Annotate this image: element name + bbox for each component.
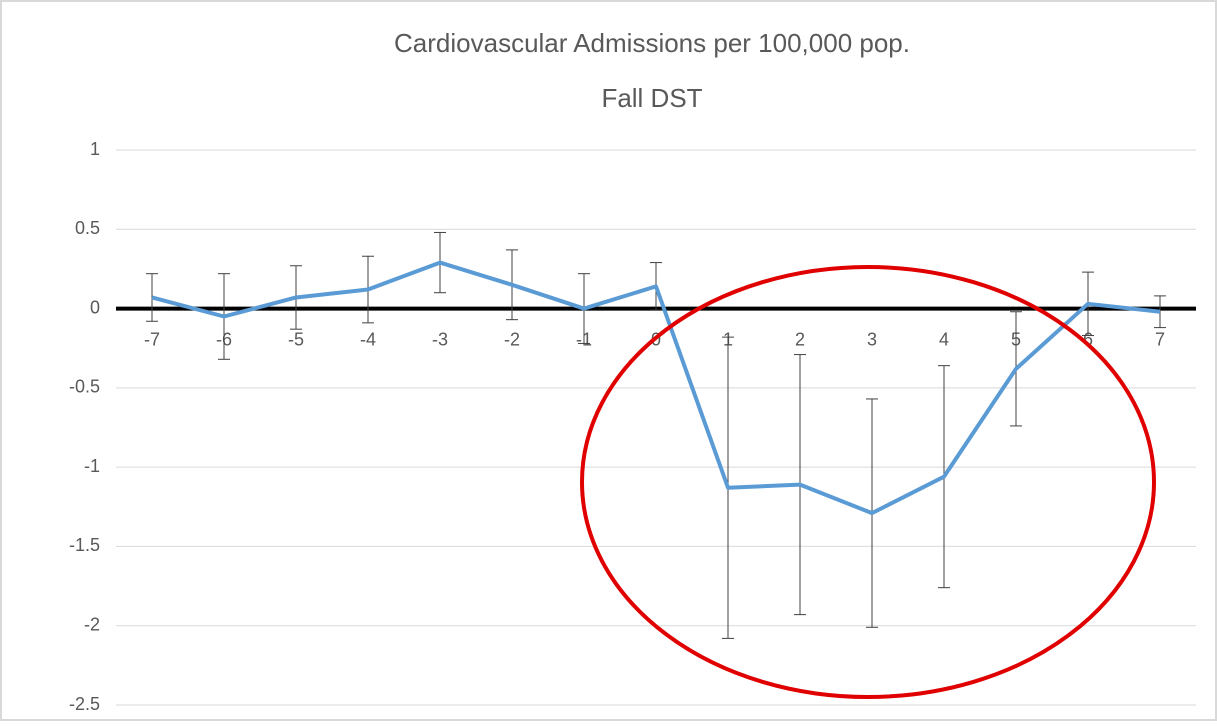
chart-title: Cardiovascular Admissions per 100,000 po… [394,28,910,58]
y-tick-label: -2 [84,614,100,634]
x-tick-label: 4 [939,329,949,349]
y-tick-label: -0.5 [69,377,100,397]
x-tick-label: 6 [1083,329,1093,349]
x-tick-label: -5 [288,329,304,349]
x-tick-label: -4 [360,329,376,349]
x-tick-label: 2 [795,329,805,349]
y-tick-label: -1 [84,456,100,476]
y-tick-label: -1.5 [69,535,100,555]
highlight-ellipse [580,265,1156,699]
y-tick-label: 1 [90,139,100,159]
y-tick-label: -2.5 [69,694,100,714]
x-tick-label: -2 [504,329,520,349]
y-tick-label: 0.5 [75,218,100,238]
plot-area: 10.50-0.5-1-1.5-2-2.5-7 -6 -5 -4 -3 -2 -1 0 1 2 3 4… [69,139,1196,714]
x-tick-label: -7 [144,329,160,349]
y-tick-label: 0 [90,297,100,317]
chart-subtitle: Fall DST [601,83,702,113]
x-tick-label: 7 [1155,329,1165,349]
data-line [151,260,1161,516]
x-tick-label: 3 [867,329,877,349]
x-tick-label: -3 [432,329,448,349]
